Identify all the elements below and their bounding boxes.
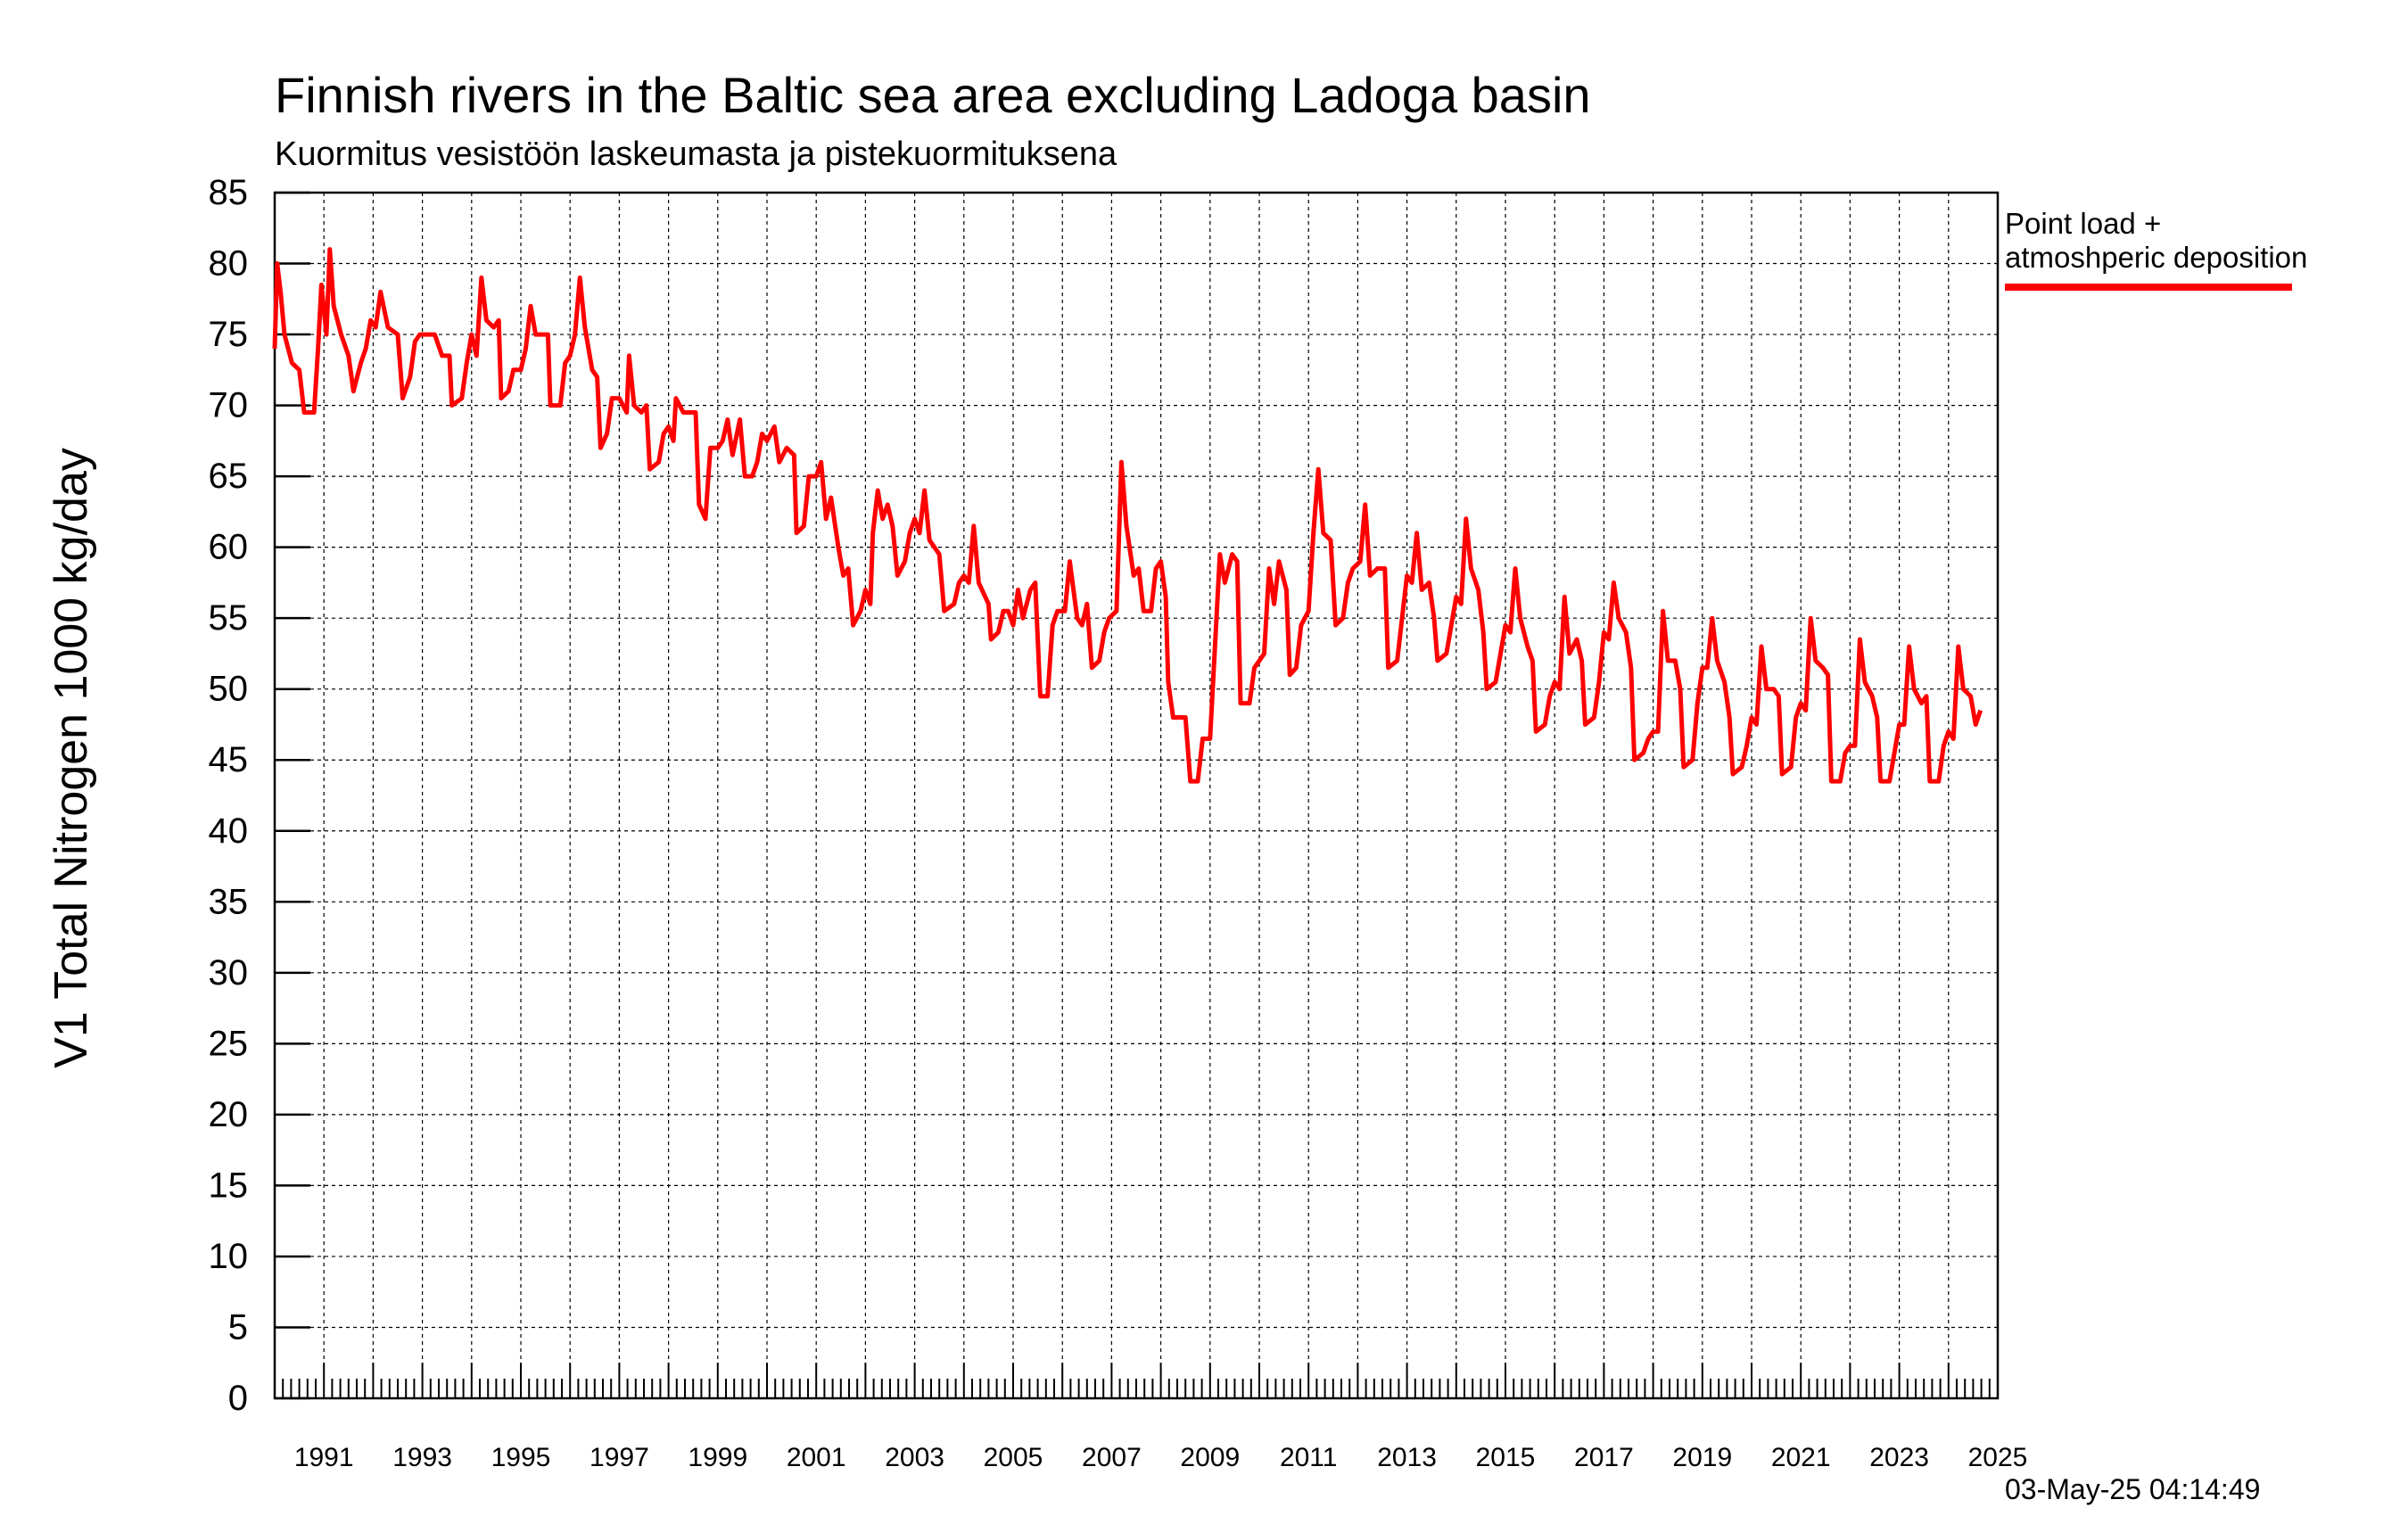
x-tick-label: 2015 xyxy=(1476,1443,1536,1472)
y-tick-label: 45 xyxy=(209,740,249,779)
x-tick-label: 2019 xyxy=(1672,1443,1732,1472)
grid xyxy=(275,193,1998,1398)
y-tick-label: 5 xyxy=(228,1307,248,1347)
y-tick-label: 0 xyxy=(228,1379,248,1418)
x-tick-label: 1997 xyxy=(590,1443,649,1472)
x-tick-label: 1995 xyxy=(491,1443,551,1472)
chart-subtitle: Kuormitus vesistöön laskeumasta ja piste… xyxy=(275,136,1117,173)
x-tick-label: 2005 xyxy=(984,1443,1043,1472)
axis-ticks xyxy=(274,191,1991,1400)
y-tick-label: 25 xyxy=(209,1024,249,1063)
x-tick-label: 2011 xyxy=(1280,1443,1338,1472)
y-tick-label: 15 xyxy=(209,1166,249,1205)
y-tick-label: 55 xyxy=(209,598,249,638)
y-tick-label: 60 xyxy=(209,528,249,567)
y-tick-labels: 0 5 10 15 20 25 30 35 40 45 50 55 60 65 70 75 80 85 xyxy=(209,173,249,1418)
x-tick-label: 1993 xyxy=(392,1443,452,1472)
x-tick-label: 2013 xyxy=(1377,1443,1437,1472)
y-tick-label: 85 xyxy=(209,173,249,212)
x-tick-label: 2021 xyxy=(1771,1443,1831,1472)
y-tick-label: 20 xyxy=(209,1095,249,1134)
x-tick-label: 2007 xyxy=(1082,1443,1142,1472)
y-tick-label: 80 xyxy=(209,244,249,284)
x-tick-label: 2001 xyxy=(787,1443,846,1472)
x-tick-label: 2023 xyxy=(1869,1443,1929,1472)
series-line xyxy=(272,247,1983,784)
x-tick-labels: 1991 1993 1995 1997 1999 2001 2003 2005 2007 2009… xyxy=(294,1443,2028,1472)
x-tick-label: 1991 xyxy=(294,1443,354,1472)
y-tick-label: 50 xyxy=(209,670,249,709)
x-tick-label: 1999 xyxy=(688,1443,747,1472)
y-tick-label: 30 xyxy=(209,953,249,993)
x-tick-label: 2025 xyxy=(1968,1443,2028,1472)
y-axis-label: V1 Total Nitrogen 1000 kg/day xyxy=(45,448,97,1068)
y-tick-label: 10 xyxy=(209,1237,249,1276)
y-tick-label: 70 xyxy=(209,386,249,425)
legend-entry-label: Point load + atmoshperic deposition xyxy=(2005,207,2308,274)
x-tick-label: 2017 xyxy=(1574,1443,1634,1472)
plot-frame xyxy=(273,191,2000,1400)
timestamp: 03-May-25 04:14:49 xyxy=(2005,1473,2261,1505)
y-tick-label: 40 xyxy=(209,812,249,851)
x-tick-label: 2009 xyxy=(1180,1443,1240,1472)
chart-title: Finnish rivers in the Baltic sea area ex… xyxy=(275,67,1591,123)
x-tick-label: 2003 xyxy=(885,1443,944,1472)
series-group xyxy=(272,247,1983,784)
legend-swatch xyxy=(2005,284,2292,291)
y-tick-label: 65 xyxy=(209,457,249,496)
y-tick-label: 75 xyxy=(209,315,249,354)
y-tick-label: 35 xyxy=(209,882,249,921)
